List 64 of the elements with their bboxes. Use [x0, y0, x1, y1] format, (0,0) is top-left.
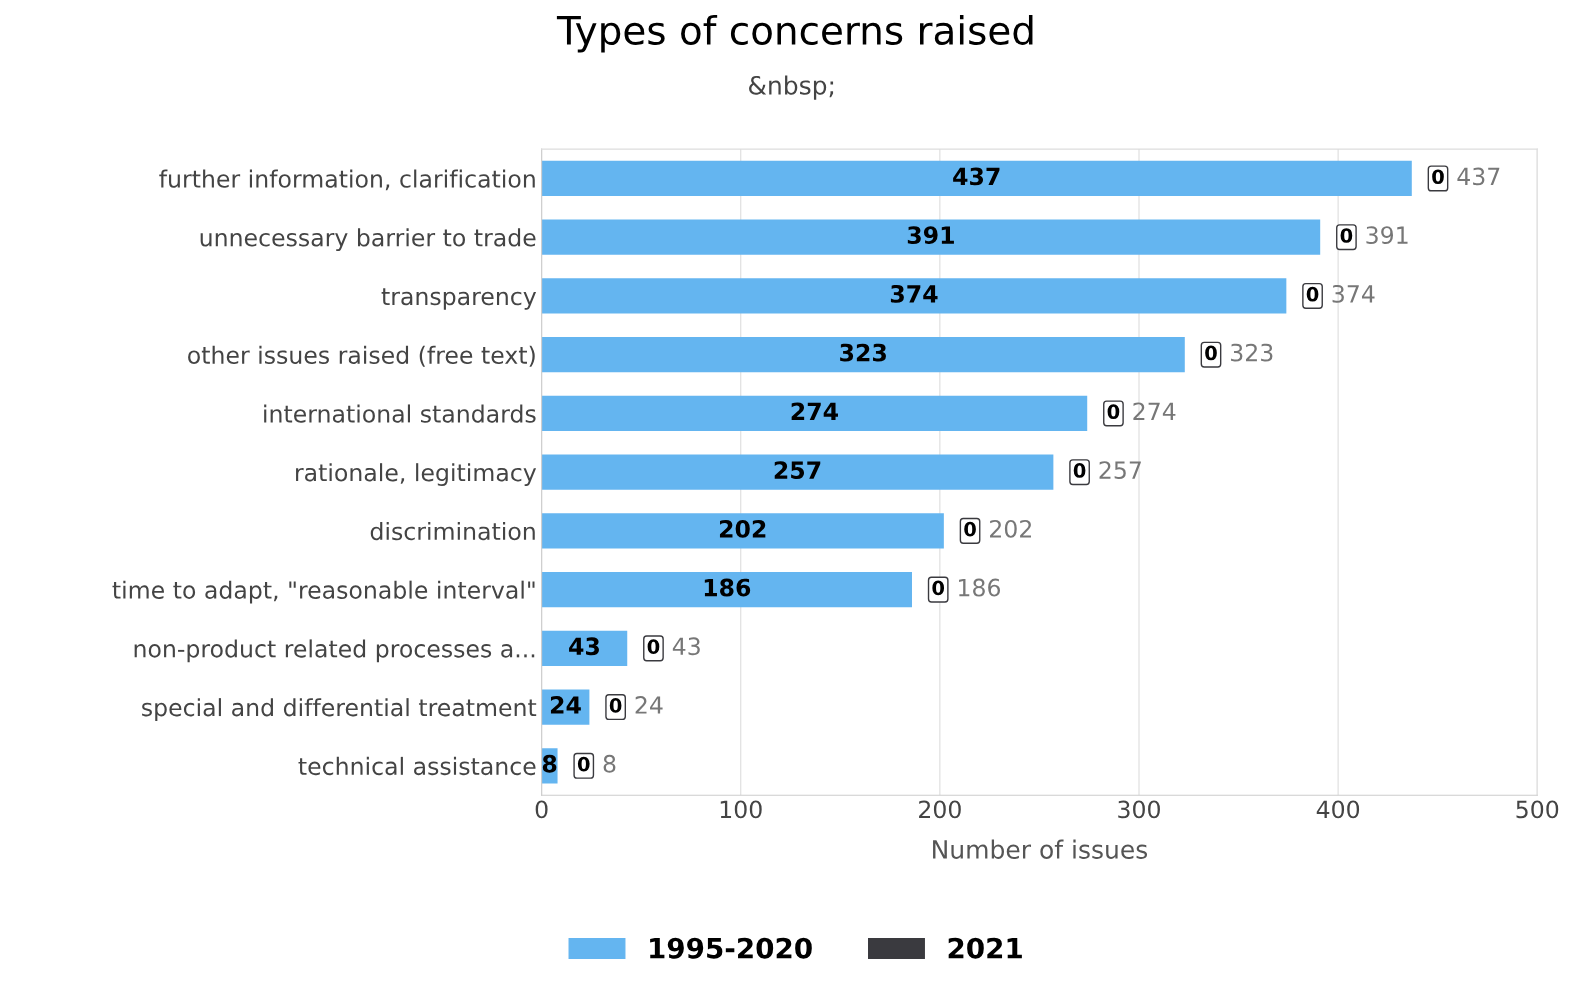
total-label: 391	[1366, 226, 1408, 245]
x-tick-label: 400	[1316, 800, 1360, 819]
x-tick-label: 100	[720, 800, 762, 819]
bar	[541, 219, 1321, 255]
data-label: 437	[953, 167, 1000, 186]
total-label: 374	[1332, 284, 1375, 303]
total-label: 274	[1133, 402, 1176, 420]
y-tick-label: discrimination	[370, 521, 535, 541]
data-label: 186	[704, 578, 751, 597]
bar	[541, 513, 944, 549]
y-tick-label: time to adapt, "reasonable interval"	[112, 580, 535, 604]
x-tick-label: 500	[1516, 800, 1559, 819]
y-tick-label: international standards	[264, 404, 536, 423]
data-label: 0	[577, 756, 590, 772]
data-label: 0	[964, 521, 976, 537]
bar	[541, 278, 1287, 314]
y-tick-label: unnecessary barrier to trade	[200, 228, 536, 252]
data-label: 323	[840, 343, 886, 362]
data-label: 43	[569, 637, 599, 656]
x-tick-label: 200	[919, 800, 961, 819]
total-label: 257	[1099, 461, 1141, 479]
x-axis-title: Number of issues	[933, 839, 1148, 859]
data-label: 0	[932, 580, 945, 596]
data-label: 0	[609, 698, 622, 713]
data-label: 274	[791, 402, 838, 420]
total-label: 8	[603, 754, 616, 773]
total-label: 186	[959, 578, 1001, 597]
data-label: 8	[542, 754, 557, 773]
bar	[541, 160, 1412, 197]
y-tick-label: special and differential treatment	[142, 698, 537, 721]
total-label: 323	[1231, 343, 1273, 362]
total-label: 437	[1457, 167, 1500, 186]
bar	[541, 572, 912, 608]
data-label: 391	[907, 226, 954, 245]
x-tick-label: 0	[535, 800, 548, 819]
chart-subtitle: &nbsp;	[749, 75, 834, 100]
y-tick-label: transparency	[381, 288, 537, 310]
data-label: 24	[550, 696, 581, 714]
data-label: 0	[1205, 345, 1217, 361]
legend-label: 1995-2020	[650, 937, 812, 959]
data-label: 202	[719, 519, 766, 538]
bar	[541, 630, 628, 666]
y-tick-label: further information, clarification	[159, 169, 535, 191]
data-label: 0	[1073, 463, 1086, 478]
total-label: 24	[635, 696, 663, 714]
data-label: 0	[1107, 404, 1120, 420]
total-label: 202	[990, 519, 1031, 538]
y-tick-label: technical assistance	[298, 756, 536, 776]
data-label: 374	[890, 284, 938, 303]
data-label: 0	[647, 639, 660, 654]
bar	[541, 337, 1185, 373]
data-label: 0	[1306, 286, 1319, 302]
data-label: 257	[774, 461, 821, 479]
y-tick-label: other issues raised (free text)	[188, 345, 535, 367]
total-label: 43	[672, 637, 700, 656]
y-tick-label: rationale, legitimacy	[296, 463, 537, 487]
data-label: 0	[1340, 228, 1353, 243]
bar	[541, 395, 1088, 432]
data-label: 0	[1432, 169, 1444, 185]
y-tick-label: non-product related processes a...	[134, 639, 535, 663]
x-tick-label: 300	[1118, 800, 1160, 819]
bar	[541, 454, 1054, 490]
legend-label: 2021	[948, 937, 1022, 959]
chart-title: Types of concerns raised	[556, 14, 1033, 53]
